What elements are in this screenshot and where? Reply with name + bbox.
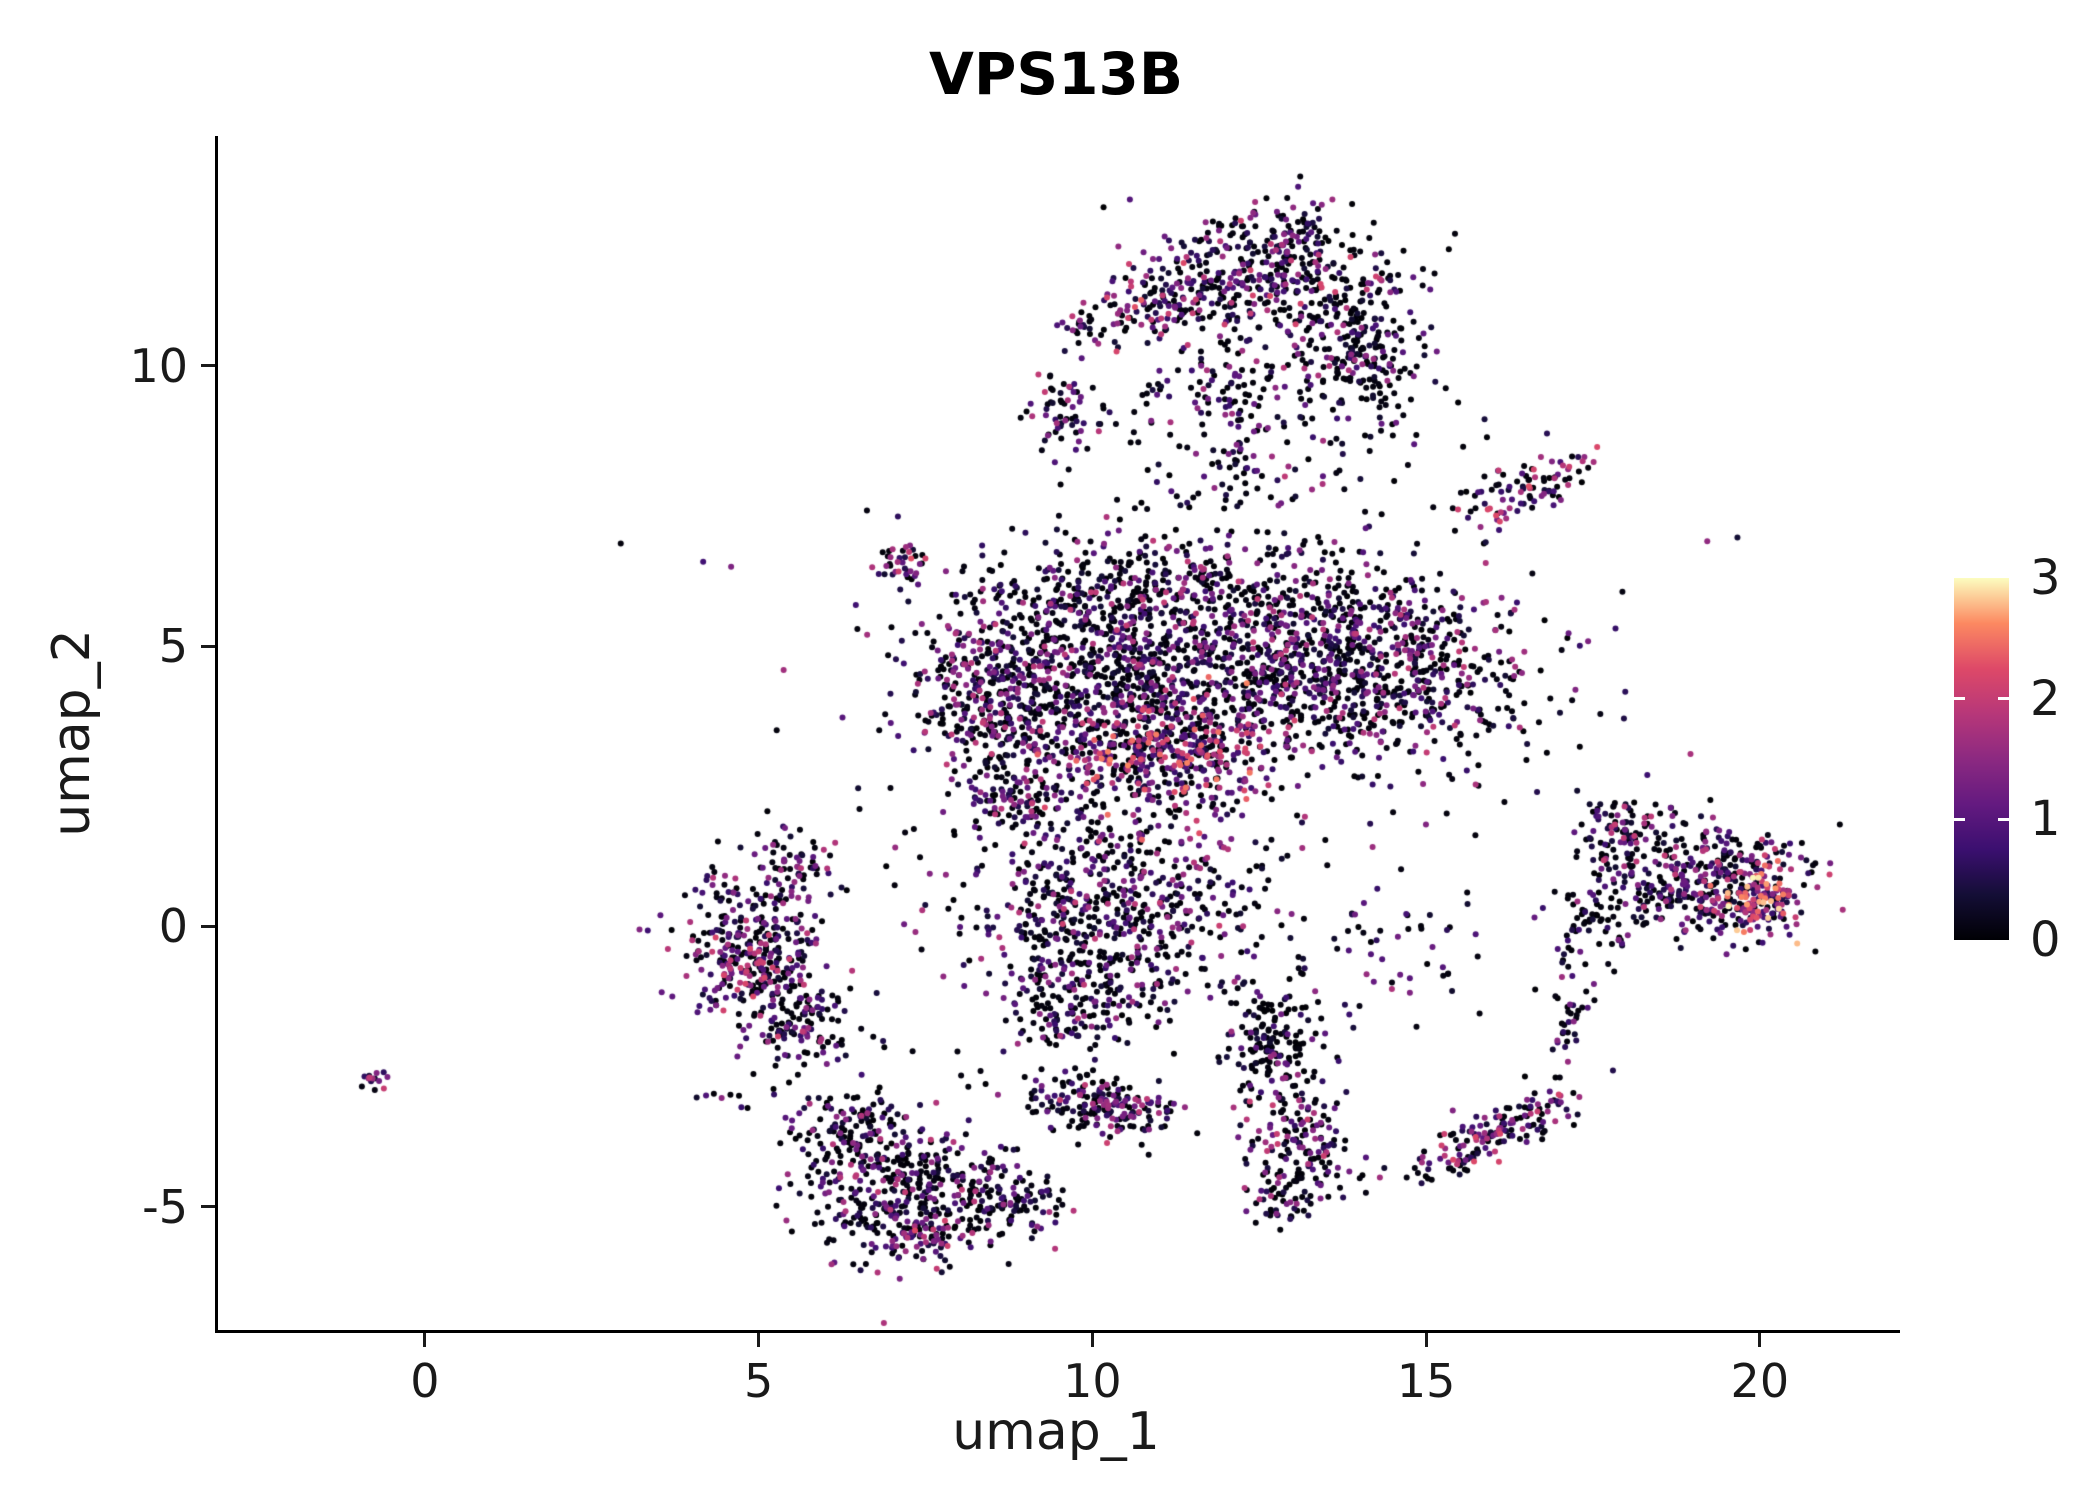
x-tick-label: 15 — [1396, 1354, 1456, 1408]
x-tick-mark — [423, 1333, 427, 1347]
plot-area: 0 5 10 15 20 -5 0 5 10 — [129, 136, 1900, 1408]
x-tick-mark — [1090, 1333, 1094, 1347]
x-tick-label: 10 — [1063, 1354, 1122, 1408]
colorbar-inner-tick — [1954, 817, 1965, 821]
plot-title: VPS13B — [928, 40, 1184, 108]
colorbar-inner-tick — [1954, 697, 1965, 701]
y-tick-mark — [201, 644, 215, 648]
colorbar: 0 1 2 3 — [1954, 550, 2061, 968]
y-tick-mark — [201, 364, 215, 368]
x-tick-label: 0 — [410, 1354, 440, 1408]
y-tick-label: -5 — [142, 1179, 188, 1234]
colorbar-inner-tick — [1998, 697, 2009, 701]
colorbar-tick-label: 0 — [2030, 912, 2061, 968]
colorbar-tick-label: 3 — [2030, 550, 2061, 606]
colorbar-tick-label: 2 — [2030, 670, 2061, 727]
colorbar-gradient — [1954, 578, 2009, 940]
y-tick-label: 5 — [158, 619, 188, 674]
x-tick-mark — [757, 1333, 761, 1347]
x-tick-mark — [1424, 1333, 1428, 1347]
y-axis-label: umap_2 — [42, 629, 102, 837]
y-tick-label: 10 — [129, 338, 188, 393]
scatter-canvas — [218, 136, 1900, 1330]
x-tick-label: 20 — [1730, 1354, 1790, 1408]
x-axis-label: umap_1 — [952, 1402, 1160, 1462]
colorbar-inner-tick — [1998, 817, 2009, 821]
y-tick-mark — [201, 1205, 215, 1209]
colorbar-tick-label: 1 — [2030, 791, 2061, 848]
y-tick-label: 0 — [158, 899, 188, 954]
x-tick-label: 5 — [744, 1354, 774, 1408]
x-tick-mark — [1758, 1333, 1762, 1347]
y-tick-mark — [201, 924, 215, 928]
